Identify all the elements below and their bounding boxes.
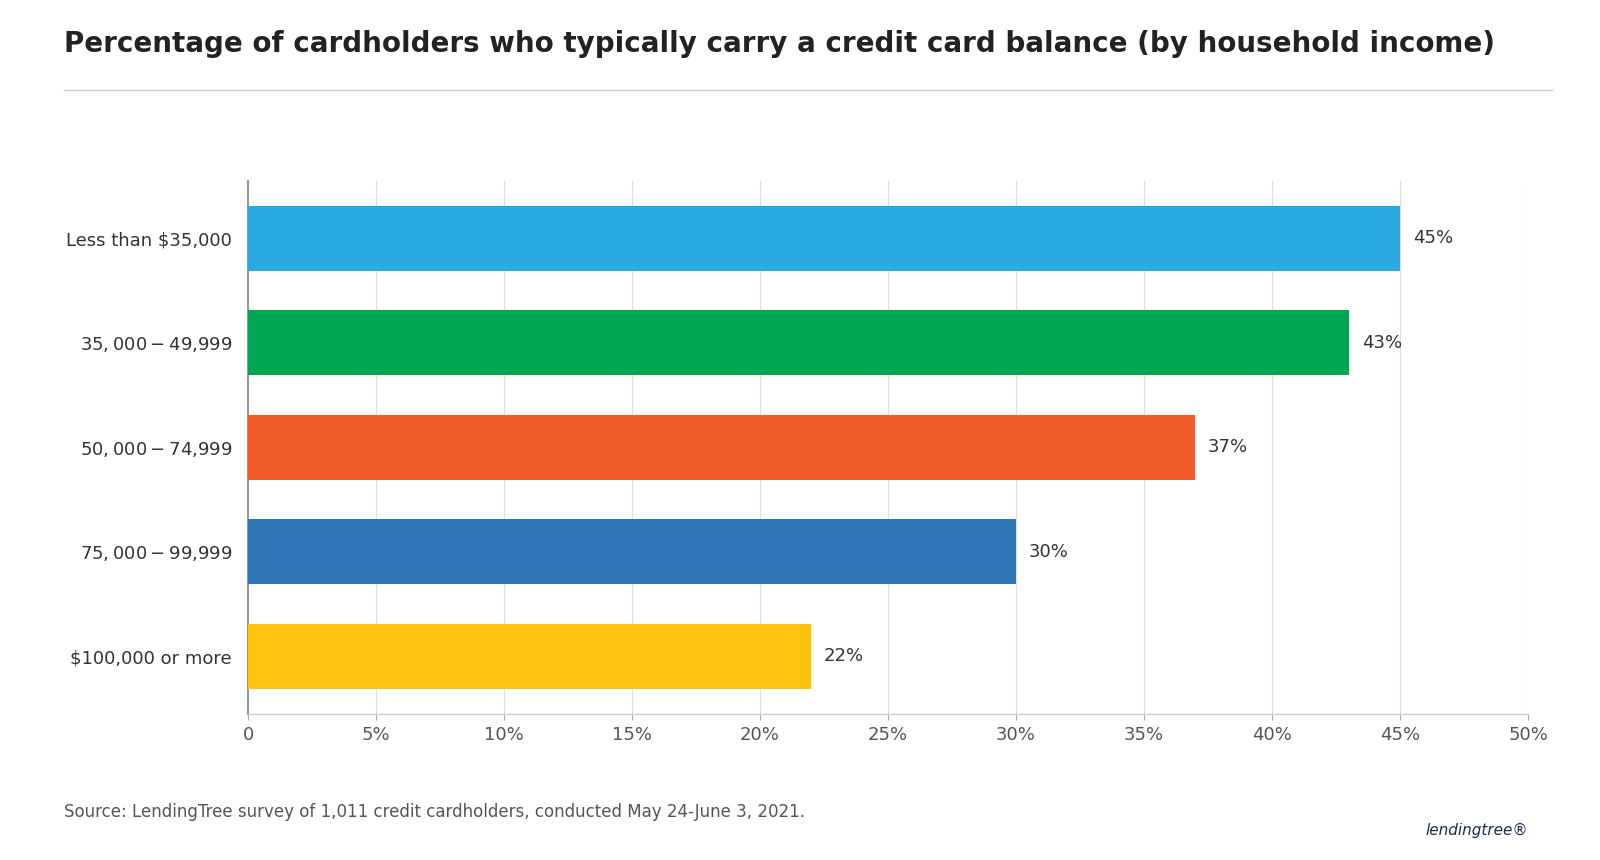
Bar (248, 519, 1016, 584)
Text: 43%: 43% (1362, 334, 1402, 352)
Bar (248, 624, 811, 689)
Text: Source: LendingTree survey of 1,011 credit cardholders, conducted May 24-June 3,: Source: LendingTree survey of 1,011 cred… (64, 803, 805, 821)
Text: 45%: 45% (1413, 229, 1453, 247)
Text: 37%: 37% (1208, 439, 1248, 456)
Text: 30%: 30% (1029, 543, 1069, 561)
Bar (248, 415, 1195, 480)
Text: 22%: 22% (824, 648, 864, 666)
Bar (248, 206, 1400, 271)
Text: lendingtree®: lendingtree® (1426, 824, 1528, 838)
Bar (248, 310, 1349, 375)
Text: Percentage of cardholders who typically carry a credit card balance (by househol: Percentage of cardholders who typically … (64, 30, 1494, 58)
